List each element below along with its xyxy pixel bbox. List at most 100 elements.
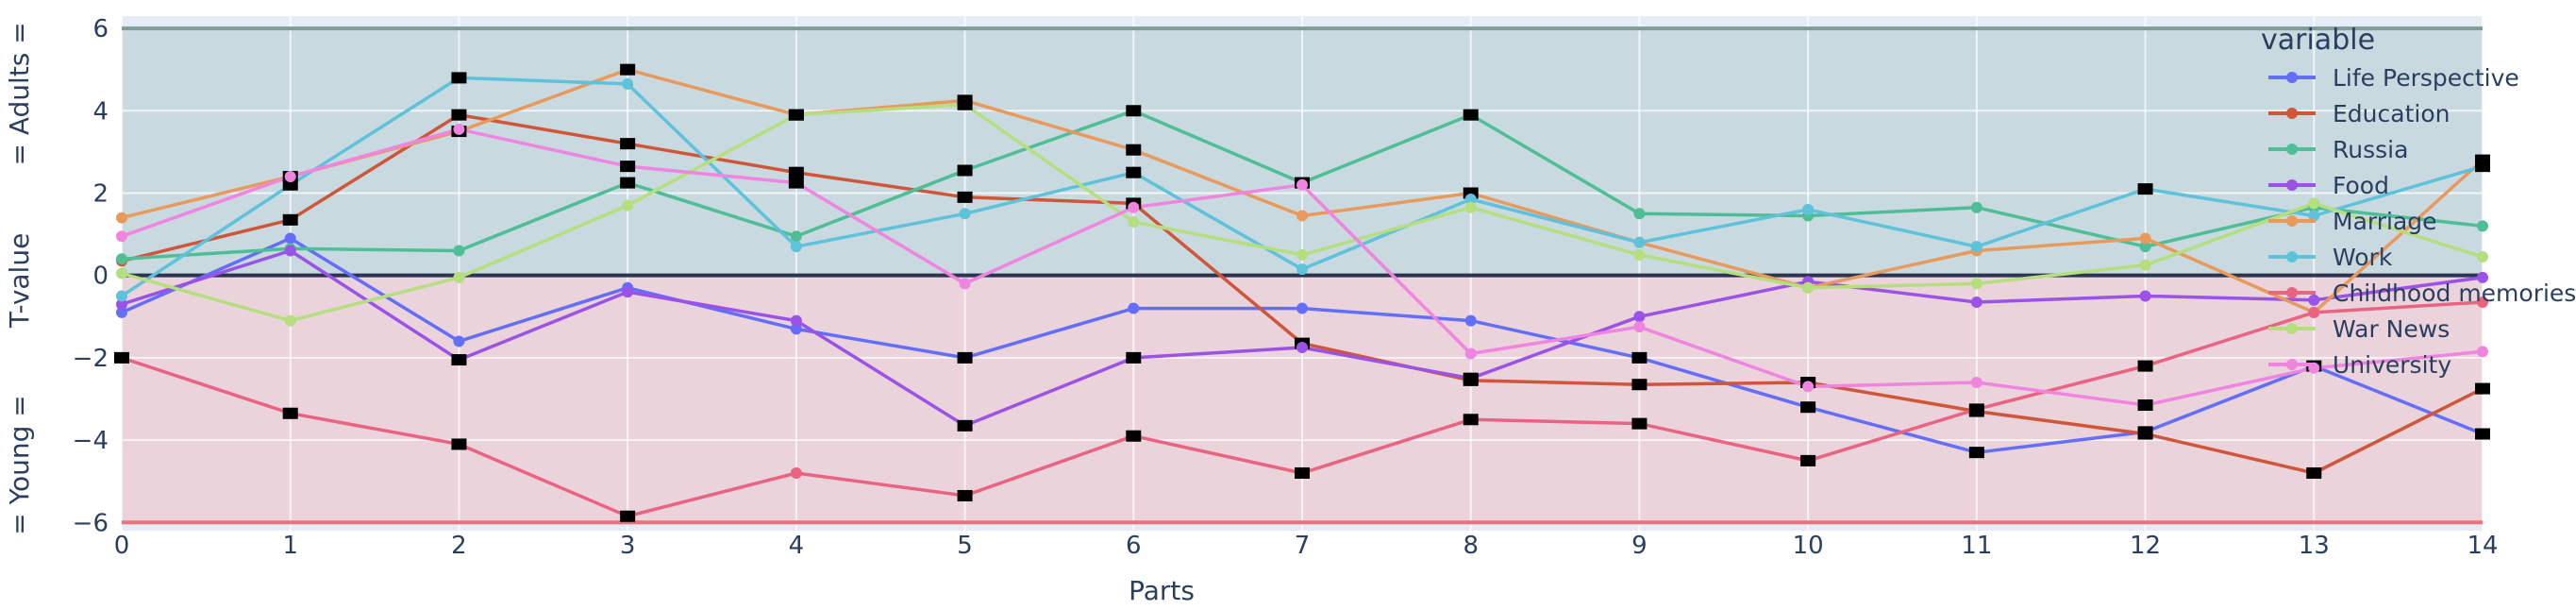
significance-marker xyxy=(1463,109,1479,121)
x-axis-title: Parts xyxy=(1129,575,1195,606)
data-point xyxy=(959,208,971,220)
significance-marker xyxy=(620,138,636,150)
data-point xyxy=(284,171,296,183)
significance-marker xyxy=(2137,183,2153,195)
data-point xyxy=(284,245,296,257)
data-point xyxy=(1296,341,1308,353)
x-tick-label: 3 xyxy=(620,532,636,560)
significance-marker xyxy=(957,98,973,110)
significance-marker xyxy=(957,191,973,203)
data-point xyxy=(453,271,465,283)
legend-label: Marriage xyxy=(2333,208,2437,235)
x-tick-label: 14 xyxy=(2467,532,2498,560)
data-point xyxy=(2477,220,2488,232)
data-point xyxy=(2139,241,2151,253)
data-point xyxy=(2139,290,2151,302)
y-tick-label: −6 xyxy=(73,509,109,537)
significance-marker xyxy=(620,63,636,76)
x-tick-label: 9 xyxy=(1631,532,1648,560)
data-point xyxy=(790,230,802,243)
legend-item: Work xyxy=(2268,244,2393,271)
data-point xyxy=(116,253,127,265)
legend-marker xyxy=(2286,179,2298,191)
legend: variable Life Perspective Education Russia… xyxy=(2261,24,2576,379)
legend-item: Childhood memories xyxy=(2268,280,2576,307)
y-tick-label: −4 xyxy=(73,427,109,455)
significance-marker xyxy=(282,407,298,419)
significance-marker xyxy=(1126,105,1142,117)
data-point xyxy=(1128,302,1140,314)
legend-marker xyxy=(2286,323,2298,334)
significance-marker xyxy=(2475,428,2490,440)
x-tick-label: 12 xyxy=(2130,532,2161,560)
data-point xyxy=(2308,197,2320,210)
legend-label: Life Perspective xyxy=(2333,64,2519,92)
data-point xyxy=(2308,294,2320,306)
data-point xyxy=(790,323,802,335)
data-point xyxy=(116,290,127,302)
data-point xyxy=(959,278,971,290)
legend-label: Childhood memories xyxy=(2333,280,2576,307)
data-point xyxy=(1802,381,1815,393)
significance-marker xyxy=(1126,351,1142,364)
data-point xyxy=(790,241,802,253)
legend-marker xyxy=(2286,144,2298,155)
data-point xyxy=(2308,210,2320,222)
y-axis-title: = Young = T-value = Adults = xyxy=(4,22,35,535)
data-point xyxy=(1296,248,1308,261)
data-point xyxy=(284,232,296,245)
significance-marker xyxy=(620,161,636,173)
data-point xyxy=(622,286,634,298)
y-tick-label: 4 xyxy=(92,97,109,126)
legend-item: University xyxy=(2268,351,2451,379)
x-tick-label: 7 xyxy=(1295,532,1311,560)
y-tick-label: 0 xyxy=(92,263,109,291)
legend-marker xyxy=(2286,72,2298,83)
data-point xyxy=(1633,321,1646,333)
data-point xyxy=(453,335,465,347)
significance-marker xyxy=(957,164,973,177)
data-point xyxy=(1633,248,1646,261)
significance-marker xyxy=(957,419,973,432)
data-point xyxy=(2477,346,2488,358)
data-point xyxy=(1970,297,1982,309)
data-point xyxy=(1970,201,1982,213)
legend-label: University xyxy=(2333,351,2451,379)
significance-marker xyxy=(2475,382,2490,395)
data-point xyxy=(116,267,127,280)
data-point xyxy=(1296,210,1308,222)
data-point xyxy=(1633,208,1646,220)
x-tick-label: 8 xyxy=(1463,532,1479,560)
significance-marker xyxy=(451,109,467,121)
data-point xyxy=(790,314,802,327)
x-tick-label: 4 xyxy=(789,532,805,560)
data-point xyxy=(2308,306,2320,318)
data-point xyxy=(1464,314,1477,327)
x-tick-label: 6 xyxy=(1126,532,1142,560)
data-point xyxy=(453,123,465,135)
legend-marker xyxy=(2286,108,2298,119)
reference-lines xyxy=(122,26,2483,525)
significance-marker xyxy=(2137,399,2153,412)
x-tick-label: 2 xyxy=(451,532,467,560)
legend-item: War News xyxy=(2268,315,2450,343)
data-point xyxy=(2477,251,2488,263)
x-tick-label: 1 xyxy=(282,532,298,560)
legend-label: Work xyxy=(2333,244,2393,271)
significance-marker xyxy=(788,177,804,189)
legend-item: Food xyxy=(2268,172,2389,199)
x-tick-label: 0 xyxy=(114,532,130,560)
legend-item: Life Perspective xyxy=(2268,64,2519,92)
significance-marker xyxy=(1968,447,1984,459)
data-point xyxy=(453,245,465,257)
data-point xyxy=(284,314,296,327)
legend-item: Education xyxy=(2268,100,2450,127)
significance-marker xyxy=(788,166,804,178)
data-point xyxy=(1970,278,1982,290)
data-point xyxy=(1128,201,1140,213)
significance-marker xyxy=(451,438,467,450)
data-point xyxy=(1970,241,1982,253)
data-point xyxy=(116,298,127,311)
significance-marker xyxy=(1800,454,1816,466)
